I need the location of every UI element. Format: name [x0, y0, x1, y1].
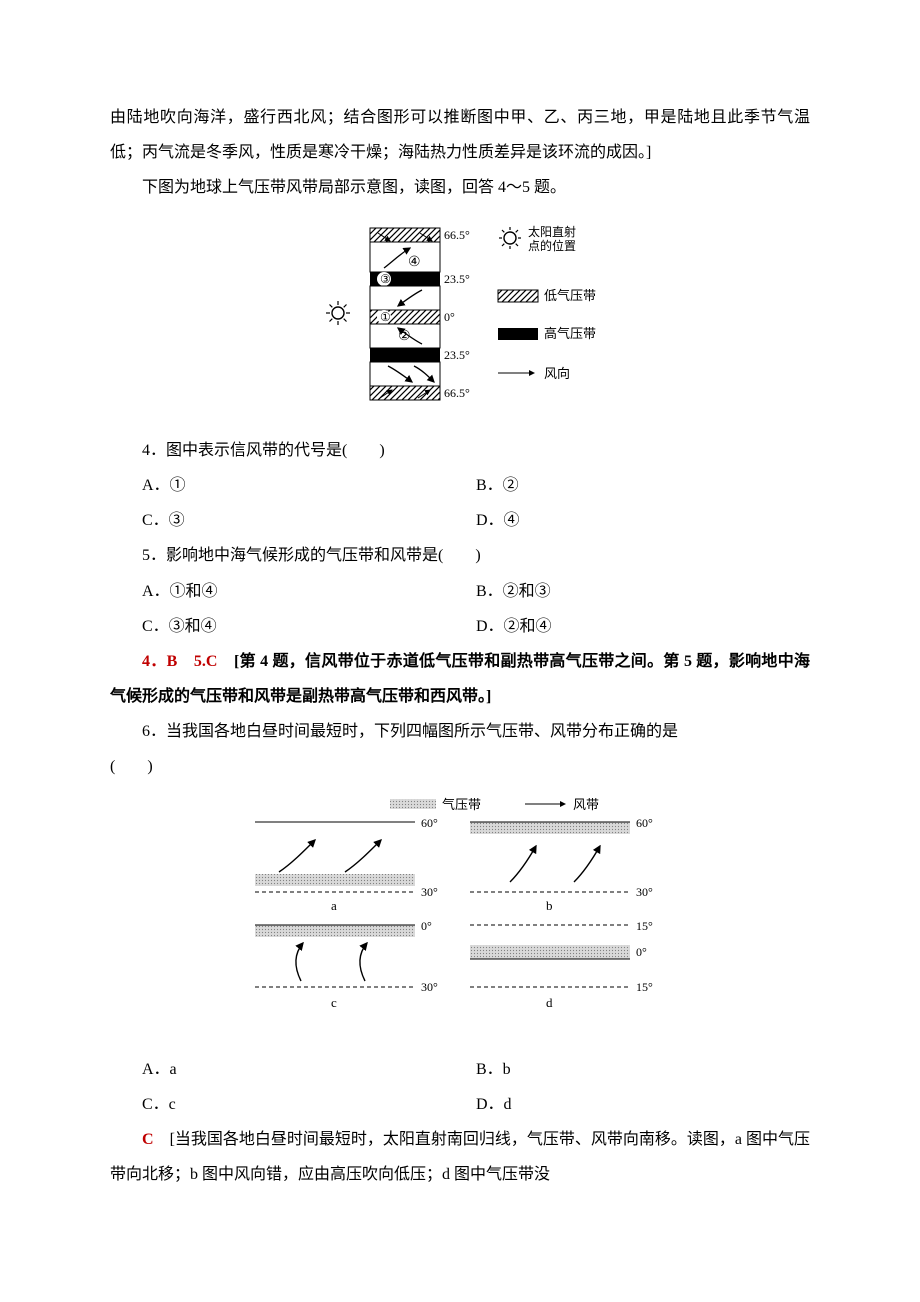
- fig2-c-bot: 30°: [421, 980, 438, 994]
- fig1-deg665b: 66.5°: [444, 386, 470, 400]
- fig2-b-label: b: [546, 898, 553, 913]
- q4-row2: C．③ D．④: [142, 503, 810, 538]
- q6-B: B．b: [476, 1052, 810, 1087]
- answer-45-prefix: 4．B 5.C: [142, 653, 217, 670]
- fig1-wind-label: 风向: [544, 366, 570, 381]
- fig2-d-top: 15°: [636, 919, 653, 933]
- sun-icon: [499, 227, 521, 249]
- q4-stem: 4．图中表示信风带的代号是( ): [110, 433, 810, 468]
- fig1-mark4: ④: [408, 255, 421, 270]
- q6-paren: ( ): [110, 749, 810, 784]
- q6-C: C．c: [142, 1087, 476, 1122]
- q5-B: B．②和③: [476, 574, 810, 609]
- figure-1-svg: 66.5° ④ ③ 23.5° ① 0°: [290, 218, 630, 408]
- q5-row2: C．③和④ D．②和④: [142, 609, 810, 644]
- fig2-a-bot: 30°: [421, 885, 438, 899]
- answer-6-prefix: C: [142, 1131, 154, 1148]
- q5-D: D．②和④: [476, 609, 810, 644]
- figure-2-svg: 气压带 风带 60° 30° a 60° 30° b: [245, 797, 675, 1027]
- fig2-legend-wind: 风带: [573, 797, 599, 812]
- fig1-mark3: ③: [380, 272, 391, 286]
- answer-45: 4．B 5.C [第 4 题，信风带位于赤道低气压带和副热带高气压带之间。第 5…: [110, 644, 810, 714]
- fig1-high-label: 高气压带: [544, 326, 596, 341]
- answer-6: C [当我国各地白昼时间最短时，太阳直射南回归线，气压带、风带向南移。读图，a …: [110, 1122, 810, 1192]
- fig2-b-bot: 30°: [636, 885, 653, 899]
- fig2-b-top: 60°: [636, 816, 653, 830]
- q6-D: D．d: [476, 1087, 810, 1122]
- fig2-c-top: 0°: [421, 919, 432, 933]
- fig2-d-label: d: [546, 995, 553, 1010]
- q4-D: D．④: [476, 503, 810, 538]
- q5-C: C．③和④: [142, 609, 476, 644]
- q6-A: A．a: [142, 1052, 476, 1087]
- q4-B: B．②: [476, 468, 810, 503]
- answer-6-body: [当我国各地白昼时间最短时，太阳直射南回归线，气压带、风带向南移。读图，a 图中…: [110, 1131, 810, 1183]
- q6-row1: A．a B．b: [142, 1052, 810, 1087]
- q5-stem: 5．影响地中海气候形成的气压带和风带是( ): [110, 538, 810, 573]
- figure-1: 66.5° ④ ③ 23.5° ① 0°: [110, 218, 810, 421]
- fig2-c-label: c: [331, 995, 337, 1010]
- paragraph-top: 由陆地吹向海洋，盛行西北风；结合图形可以推断图中甲、乙、丙三地，甲是陆地且此季节…: [110, 100, 810, 170]
- figure-2: 气压带 风带 60° 30° a 60° 30° b: [110, 797, 810, 1040]
- fig2-a-top: 60°: [421, 816, 438, 830]
- q4-A: A．①: [142, 468, 476, 503]
- fig1-deg665a: 66.5°: [444, 228, 470, 242]
- q6-row2: C．c D．d: [142, 1087, 810, 1122]
- q5-row1: A．①和④ B．②和③: [142, 574, 810, 609]
- fig2-d-bot: 15°: [636, 980, 653, 994]
- intro-q45: 下图为地球上气压带风带局部示意图，读图，回答 4～5 题。: [110, 170, 810, 205]
- fig2-a-label: a: [331, 898, 337, 913]
- fig1-sun-label-2: 点的位置: [528, 238, 576, 253]
- fig1-low-label: 低气压带: [544, 288, 596, 303]
- q6-stem: 6．当我国各地白昼时间最短时，下列四幅图所示气压带、风带分布正确的是: [110, 714, 810, 749]
- fig1-deg235b: 23.5°: [444, 348, 470, 362]
- fig1-deg0: 0°: [444, 310, 455, 324]
- fig2-legend-belt: 气压带: [442, 797, 481, 812]
- fig2-d-mid: 0°: [636, 945, 647, 959]
- fig1-deg235a: 23.5°: [444, 272, 470, 286]
- fig1-sun-label-1: 太阳直射: [528, 224, 576, 239]
- q5-A: A．①和④: [142, 574, 476, 609]
- q4-C: C．③: [142, 503, 476, 538]
- sun-icon: [326, 301, 350, 325]
- fig1-mark1: ①: [380, 310, 391, 324]
- q4-row1: A．① B．②: [142, 468, 810, 503]
